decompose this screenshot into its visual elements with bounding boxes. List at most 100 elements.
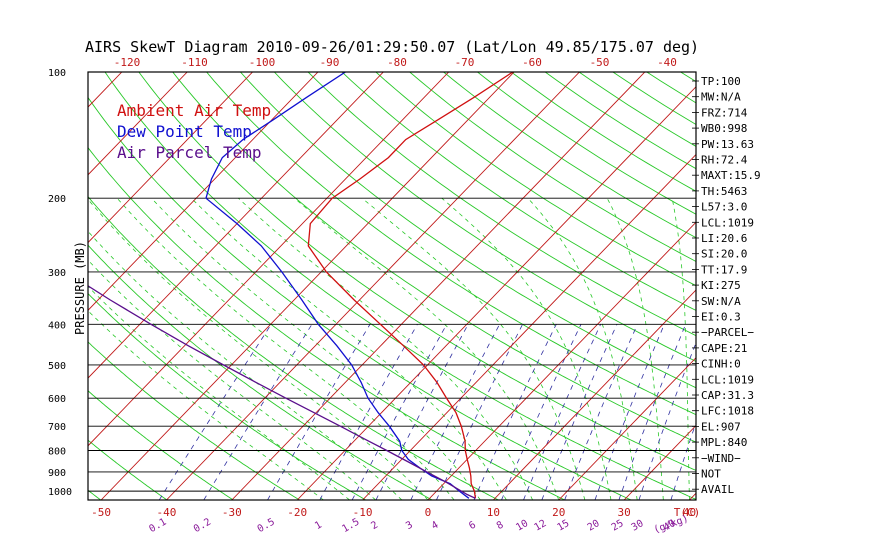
temperature-tick-label: 30 [617,506,630,519]
pressure-tick-label: 300 [48,268,66,279]
isotherm-line [88,72,384,379]
mixing-ratio-line [203,324,313,500]
mixing-ratio-tick-label: 20 [586,518,602,534]
top-temperature-tick-label: -50 [590,56,610,69]
mixing-ratio-tick-label: 2 [369,520,380,533]
index-label: −PARCEL− [701,326,754,339]
dry-adiabat-line [88,390,234,500]
top-temperature-tick-label: -60 [522,56,542,69]
temperature-unit-label: T(C) [674,506,701,519]
pressure-tick-label: 500 [48,361,66,372]
isotherm-line [88,72,450,447]
profile-line-air-parcel-temp [88,285,476,499]
mixing-ratio-line [670,421,696,500]
isotherm-line [88,72,319,311]
isotherm-line [362,153,696,500]
mixing-ratio-line [594,324,665,500]
profile-lines [88,72,514,499]
index-label: TP:100 [701,75,741,88]
index-label: CINH:0 [701,358,741,371]
mixing-ratio-line [319,324,418,500]
mixing-ratio-line [410,324,500,500]
index-label: MW:N/A [701,91,741,104]
mixing-ratio-line [564,324,638,500]
temperature-tick-label: 20 [552,506,565,519]
index-label: L57:3.0 [701,201,747,214]
pressure-tick-label: 800 [48,447,66,458]
index-label: RH:72.4 [701,154,748,167]
dry-adiabat-line [206,72,696,416]
y-axis-label: PRESSURE (MB) [73,241,87,335]
mixing-ratio-tick-label: 30 [630,518,646,534]
dry-adiabat-line [88,195,499,500]
top-temperature-tick-label: -120 [114,56,141,69]
mixing-ratio-tick-label: 8 [495,520,506,533]
isotherm-line [88,72,253,244]
index-label: CAPE:21 [701,342,747,355]
moist-adiabat-line [294,197,560,500]
index-label: −WIND− [701,452,741,465]
moist-adiabat-line [606,198,664,500]
mixing-ratio-tick-label: 4 [430,520,441,533]
mixing-ratio-line [267,324,371,500]
index-label: LCL:1019 [701,373,754,386]
temperature-tick-label: -10 [353,506,373,519]
mixing-ratio-tick-label: 15 [555,518,571,534]
top-temperature-tick-label: -80 [387,56,407,69]
top-temperature-tick-label: -90 [320,56,340,69]
moist-adiabat-line [88,259,376,500]
isotherm-line [427,221,696,500]
temperature-tick-label: -30 [222,506,242,519]
top-temperature-tick-label: -100 [249,56,276,69]
moist-adiabat-line [88,230,403,500]
top-temperature-tick-label: -70 [455,56,475,69]
moist-adiabat-line [361,197,586,500]
dry-adiabat-line [273,72,696,362]
index-label: LCL:1019 [701,216,754,229]
mixing-ratio-line [436,324,523,500]
mixing-ratio-tick-label: 25 [610,518,626,534]
profile-line-ambient-air-temp [307,72,514,499]
dry-adiabat-line [88,292,367,500]
mixing-ratio-line [351,324,448,500]
mixing-ratio-tick-label: 1 [313,520,324,533]
plot-frame [87,71,697,501]
mixing-ratio-line [523,324,601,500]
isotherm-line [493,289,696,500]
index-label: WB0:998 [701,122,747,135]
dry-adiabat-line [240,72,696,389]
legend: Ambient Air Temp Dew Point Temp Air Parcel… [117,101,271,162]
pressure-tick-label: 1000 [48,487,72,498]
temperature-tick-label: -50 [91,506,111,519]
index-label: MPL:840 [701,436,747,449]
legend-entry: Dew Point Temp [117,122,252,141]
legend-entry: Air Parcel Temp [117,143,262,162]
isotherm-line [623,424,696,500]
isotherm-line [558,357,696,500]
dry-adiabat-line [104,72,696,500]
stability-indices: TP:100 MW:N/A FRZ:714 WB0:998 PW:13.63 RH:72.… [692,75,761,496]
top-temperature-tick-label: -40 [657,56,677,69]
isotherm-line [296,86,696,500]
index-label: SW:N/A [701,295,741,308]
moist-adiabat-line [238,197,533,500]
mixing-ratio-tick-label: 10 [514,518,530,534]
dry-adiabat-line [88,341,300,500]
dry-adiabat-line [88,96,632,500]
mixing-ratio-line [618,324,687,500]
index-label: SI:20.0 [701,248,747,261]
dry-adiabat-line [375,72,696,287]
index-label: KI:275 [701,279,741,292]
dry-adiabat-line [88,439,168,500]
index-label: LI:20.6 [701,232,747,245]
index-label: FRZ:714 [701,106,748,119]
isotherm-lines [88,72,696,500]
moist-adiabat-line [88,285,350,500]
mixing-ratio-line [501,324,582,500]
legend-entry: Ambient Air Temp [117,101,271,120]
moist-adiabat-line [527,197,638,500]
mixing-ratio-tick-label: 6 [467,520,478,533]
chart-title: AIRS SkewT Diagram 2010-09-26/01:29:50.0… [85,38,699,56]
isotherm-line [166,72,580,500]
temperature-tick-label: -20 [287,506,307,519]
